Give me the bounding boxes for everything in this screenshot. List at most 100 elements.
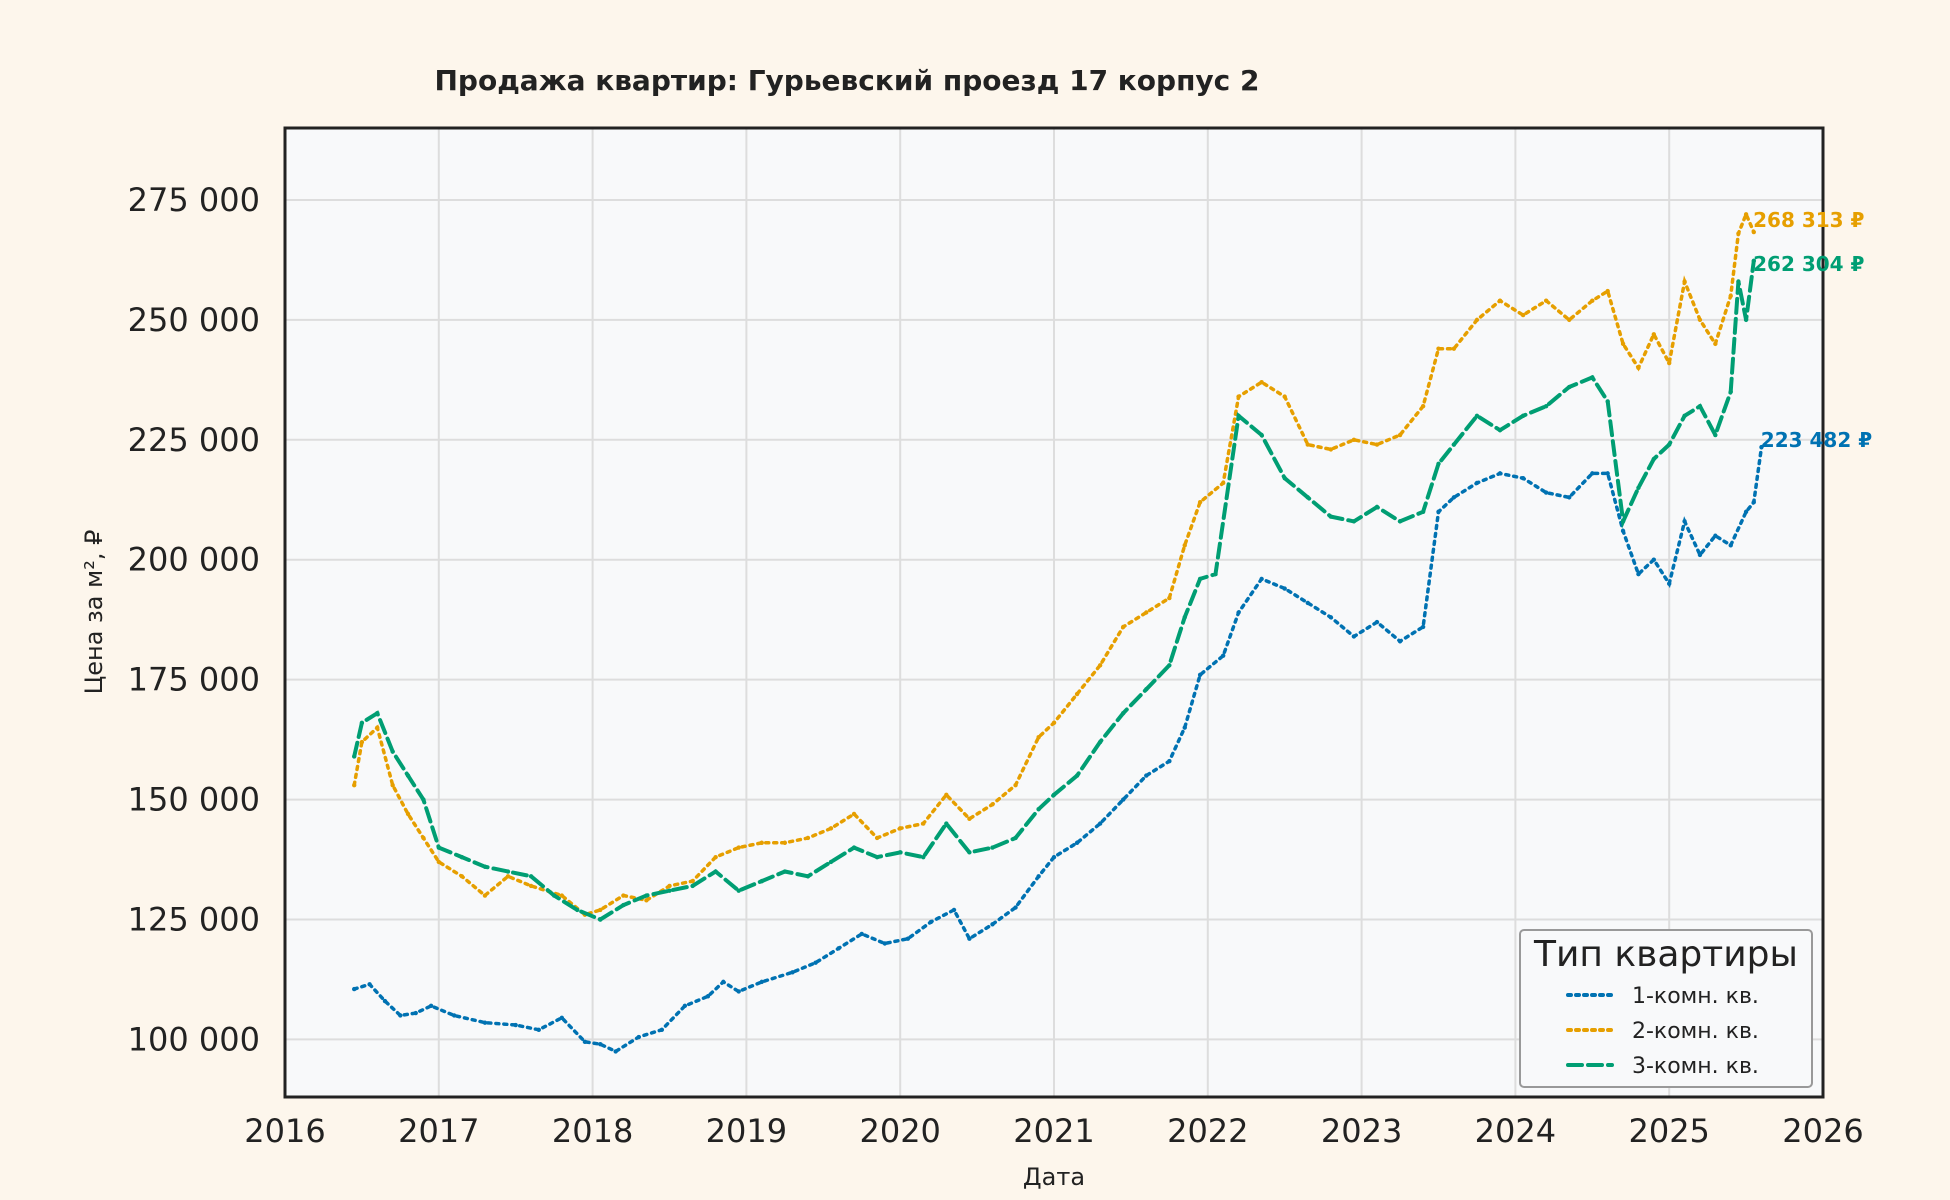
x-tick-label: 2017: [398, 1112, 479, 1150]
data-point: [375, 725, 380, 730]
data-point: [1282, 586, 1287, 591]
data-point: [836, 946, 841, 951]
data-point: [621, 902, 626, 908]
data-point: [1182, 725, 1187, 730]
data-point: [736, 845, 741, 850]
data-point: [1567, 495, 1572, 500]
data-point: [1144, 687, 1149, 692]
data-point: [598, 907, 603, 913]
data-point: [1282, 475, 1287, 481]
x-tick-label: 2026: [1782, 1112, 1863, 1150]
data-point: [644, 898, 649, 903]
data-point: [1397, 432, 1403, 438]
data-point: [390, 782, 395, 788]
data-point: [1736, 279, 1741, 284]
data-point: [1328, 615, 1334, 620]
data-point: [1259, 380, 1264, 385]
data-point: [1197, 672, 1203, 678]
legend: Тип квартиры 1-комн. кв. 2-комн. кв. 3-ком…: [1519, 929, 1813, 1088]
data-point: [1259, 432, 1264, 438]
data-point: [1751, 229, 1756, 235]
data-point: [1374, 619, 1380, 625]
data-point: [1036, 735, 1041, 740]
data-point: [559, 1015, 565, 1021]
data-point: [1620, 528, 1626, 534]
data-point: [690, 883, 695, 889]
y-tick-label: 200 000: [128, 541, 260, 579]
data-point: [1743, 317, 1749, 323]
data-point: [1374, 442, 1380, 447]
data-point: [1605, 288, 1610, 294]
data-point: [536, 1027, 541, 1033]
data-point: [505, 874, 511, 879]
data-point: [1682, 279, 1687, 284]
data-point: [944, 821, 949, 826]
data-point: [636, 1034, 641, 1040]
x-tick-label: 2025: [1628, 1112, 1709, 1150]
data-point: [359, 739, 365, 745]
end-value-label: 223 482 ₽: [1761, 428, 1872, 452]
x-tick-label: 2022: [1167, 1112, 1248, 1150]
data-point: [990, 922, 995, 927]
data-point: [436, 859, 441, 865]
data-point: [1351, 634, 1357, 639]
data-point: [967, 816, 972, 821]
data-point: [1097, 821, 1103, 826]
data-point: [1328, 447, 1334, 452]
data-point: [782, 869, 788, 874]
x-tick-label: 2023: [1321, 1112, 1402, 1150]
data-point: [1520, 475, 1526, 481]
y-axis-title: Цена за м², ₽: [80, 530, 108, 695]
data-point: [559, 893, 565, 898]
data-point: [1305, 600, 1310, 606]
data-point: [390, 749, 395, 754]
data-point: [851, 845, 857, 850]
data-point: [1436, 346, 1441, 351]
data-point: [1590, 298, 1595, 303]
data-point: [1397, 519, 1403, 524]
x-axis-title: Дата: [1023, 1163, 1085, 1191]
data-point: [713, 869, 718, 874]
data-point: [1282, 394, 1287, 399]
data-point: [828, 826, 834, 831]
data-point: [1590, 375, 1595, 380]
data-point: [1144, 610, 1149, 615]
data-point: [713, 854, 718, 860]
data-point: [1167, 663, 1172, 668]
data-point: [1074, 773, 1080, 778]
data-point: [790, 970, 795, 975]
data-point: [1497, 428, 1503, 433]
series-lines: [352, 209, 1764, 1054]
data-point: [805, 874, 811, 879]
data-point: [682, 1003, 688, 1009]
data-point: [905, 936, 911, 941]
data-point: [1351, 437, 1357, 443]
data-point: [921, 821, 926, 826]
x-tick-label: 2020: [859, 1112, 940, 1150]
end-value-label: 262 304 ₽: [1753, 252, 1864, 276]
data-point: [1305, 495, 1310, 500]
data-point: [898, 850, 903, 855]
data-point: [1013, 905, 1018, 910]
data-point: [851, 811, 857, 817]
data-point: [1097, 663, 1103, 668]
y-tick-label: 275 000: [128, 181, 260, 219]
data-point: [1697, 404, 1703, 409]
legend-title: Тип квартиры: [1533, 934, 1798, 975]
data-point: [1420, 404, 1426, 409]
data-point: [482, 893, 488, 898]
data-point: [928, 919, 934, 925]
data-point: [1167, 759, 1172, 764]
data-point: [736, 888, 741, 893]
y-axis-ticks: 100 000 125 000 150 000 175 000 200 000 225 0…: [128, 181, 260, 1058]
data-point: [1451, 346, 1457, 351]
data-point: [1682, 413, 1687, 419]
data-point: [528, 874, 534, 879]
data-point: [413, 1010, 418, 1016]
data-point: [1121, 624, 1126, 630]
data-point: [1667, 442, 1672, 447]
data-point: [575, 907, 580, 913]
data-point: [1220, 653, 1226, 658]
